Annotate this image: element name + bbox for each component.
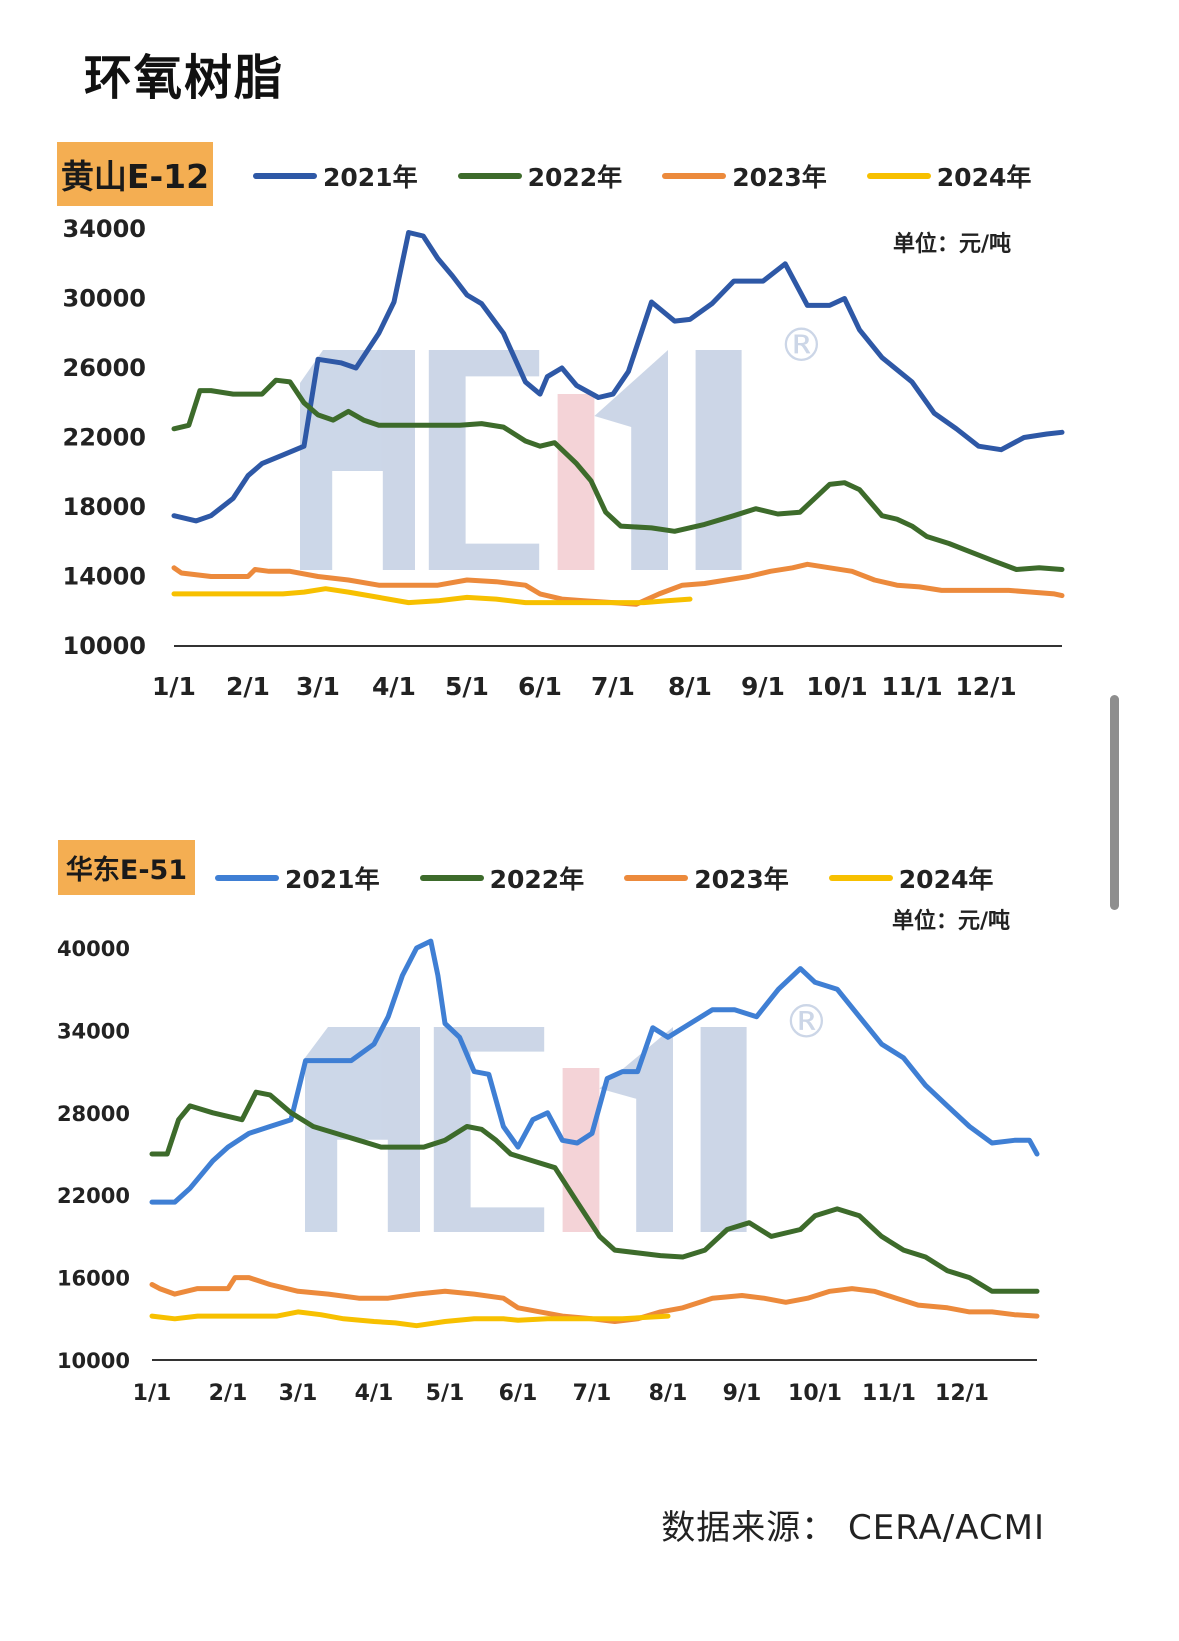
y-tick-label: 22000: [57, 1184, 130, 1208]
x-tick-label: 7/1: [591, 672, 635, 701]
x-tick-label: 12/1: [935, 1381, 989, 1406]
x-tick-label: 1/1: [152, 672, 196, 701]
source-note: 数据来源： CERA/ACMI: [661, 1508, 1045, 1548]
x-tick-label: 9/1: [741, 672, 785, 701]
scrollbar[interactable]: [1110, 695, 1119, 910]
acmi-watermark: ®: [305, 994, 829, 1232]
legend-swatch-2021: [215, 875, 279, 881]
legend-item-2024: 2024年: [828, 860, 994, 896]
legend-item-2021: 2021年: [215, 860, 380, 896]
watermark-letter-m-left: [557, 394, 595, 570]
legend-swatch-2024: [828, 875, 893, 881]
watermark-letter-m-right: [594, 350, 668, 570]
acmi-watermark: ®: [300, 318, 824, 570]
series-line-2022: [171, 377, 1065, 572]
legend-item-2022: 2022年: [457, 158, 623, 194]
y-tick-label: 34000: [57, 1019, 130, 1043]
watermark-registered-mark: ®: [783, 994, 829, 1048]
legend-swatch-2024: [866, 173, 931, 179]
x-tick-label: 10/1: [788, 1381, 842, 1406]
legend-swatch-2023: [662, 173, 727, 179]
x-tick-label: 4/1: [372, 672, 416, 701]
x-tick-label: 6/1: [518, 672, 562, 701]
legend-item-2024: 2024年: [866, 158, 1032, 194]
x-tick-label: 11/1: [862, 1381, 916, 1406]
y-tick-label: 26000: [63, 354, 147, 382]
legend-item-2023: 2023年: [624, 860, 789, 896]
legend: 2021年 2022年 2023年 2024年: [253, 158, 1071, 194]
legend-swatch-2023: [624, 875, 689, 881]
x-tick-label: 5/1: [426, 1381, 465, 1406]
y-tick-label: 34000: [63, 215, 147, 243]
legend-label: 2022年: [527, 163, 623, 192]
x-tick-label: 5/1: [445, 672, 489, 701]
legend-item-2021: 2021年: [253, 158, 418, 194]
watermark-letter-i: [695, 350, 742, 570]
series-line-2022: [149, 1089, 1040, 1294]
x-tick-label: 7/1: [573, 1381, 612, 1406]
watermark-letter-i: [700, 1027, 747, 1232]
watermark-letter-c: [433, 1027, 545, 1232]
series-line-2021: [149, 938, 1040, 1205]
x-tick-label: 2/1: [209, 1381, 248, 1406]
legend-item-2023: 2023年: [662, 158, 827, 194]
x-tick-label: 6/1: [499, 1381, 538, 1406]
page-title: 环氧树脂: [84, 50, 285, 106]
legend-label: 2024年: [898, 865, 994, 894]
chart-title-badge: 华东E-51: [58, 840, 195, 895]
watermark-letter-a: [300, 350, 415, 570]
series-line-2021: [171, 230, 1065, 524]
legend: 2021年 2022年 2023年 2024年: [215, 860, 1033, 896]
y-tick-label: 18000: [63, 493, 147, 521]
legend-swatch-2021: [253, 173, 317, 179]
chart-title-badge: 黄山E-12: [57, 142, 213, 206]
legend-item-2022: 2022年: [419, 860, 585, 896]
x-tick-label: 8/1: [649, 1381, 688, 1406]
y-tick-label: 10000: [63, 632, 147, 660]
legend-swatch-2022: [457, 173, 522, 179]
legend-label: 2021年: [285, 865, 380, 894]
y-tick-label: 22000: [63, 424, 147, 452]
legend-label: 2021年: [323, 163, 418, 192]
x-tick-label: 1/1: [133, 1381, 172, 1406]
y-tick-label: 16000: [57, 1267, 130, 1291]
watermark-letter-a: [305, 1027, 420, 1232]
series-line-2024: [171, 586, 693, 606]
x-tick-label: 4/1: [355, 1381, 394, 1406]
x-tick-label: 2/1: [226, 672, 270, 701]
x-tick-label: 9/1: [723, 1381, 762, 1406]
x-tick-label: 3/1: [296, 672, 340, 701]
watermark-letter-c: [428, 350, 540, 570]
x-tick-label: 12/1: [955, 672, 1016, 701]
x-tick-label: 3/1: [279, 1381, 318, 1406]
legend-swatch-2022: [419, 875, 484, 881]
x-tick-label: 11/1: [881, 672, 942, 701]
watermark-letter-m-right: [599, 1027, 673, 1232]
y-tick-label: 40000: [57, 937, 130, 961]
y-tick-label: 14000: [63, 563, 147, 591]
y-tick-label: 28000: [57, 1102, 130, 1126]
legend-label: 2023年: [694, 865, 789, 894]
x-tick-label: 8/1: [668, 672, 712, 701]
watermark-registered-mark: ®: [778, 318, 824, 372]
x-tick-label: 10/1: [806, 672, 867, 701]
series-line-2023: [171, 561, 1065, 607]
legend-label: 2022年: [489, 865, 585, 894]
legend-label: 2023年: [732, 163, 827, 192]
unit-label: 单位：元/吨: [892, 909, 1011, 934]
legend-label: 2024年: [936, 163, 1032, 192]
y-tick-label: 10000: [57, 1349, 130, 1373]
unit-label: 单位：元/吨: [893, 232, 1012, 257]
series-line-2024: [149, 1309, 671, 1329]
y-tick-label: 30000: [63, 285, 147, 313]
